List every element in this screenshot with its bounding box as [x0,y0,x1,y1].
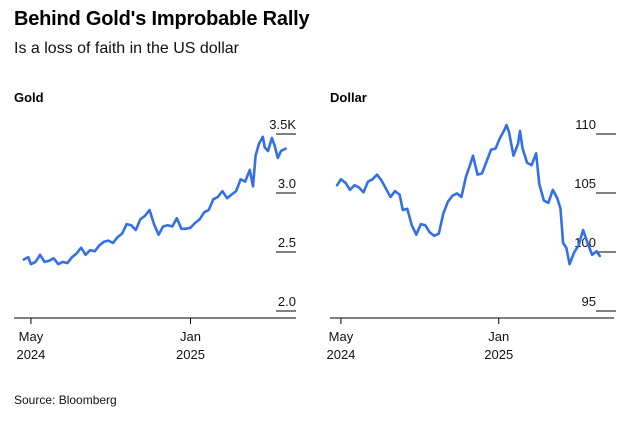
chart-title: Behind Gold's Improbable Rally [14,8,310,30]
dollar-ytick-label: 105 [574,176,596,191]
dollar-xtick-label-month: Jan [488,329,509,344]
dollar-panel-title: Dollar [330,90,367,105]
gold-ytick-label: 2.0 [278,294,296,309]
dollar-ytick-label: 110 [575,117,596,132]
dollar-xtick-label-year: 2024 [326,347,355,362]
dollar-xtick-label-year: 2025 [484,347,513,362]
gold-xtick-label-month: Jan [180,329,201,344]
gold-chart: 3.5K 3.0 2.5 2.0 May 2024 Jan 2025 [14,117,296,362]
dollar-xtick-label-month: May [329,329,354,344]
gold-ytick-label: 3.5K [269,117,296,132]
chart-subtitle: Is a loss of faith in the US dollar [14,40,239,57]
gold-ytick-label: 2.5 [278,235,296,250]
dollar-ytick-label: 95 [582,294,596,309]
gold-series-line [22,135,287,266]
gold-xtick-label-year: 2025 [176,347,205,362]
gold-ytick-label: 3.0 [278,176,296,191]
gold-xtick-label-year: 2024 [16,347,45,362]
gold-panel-title: Gold [14,90,44,105]
dollar-series-line [335,123,602,266]
gold-xtick-label-month: May [19,329,44,344]
source-note: Source: Bloomberg [14,393,117,407]
